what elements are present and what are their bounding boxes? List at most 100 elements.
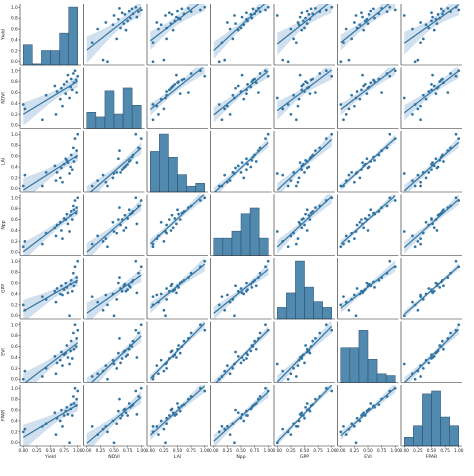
- scatter-point-NDVI-vs-GPP-15: [307, 85, 311, 89]
- scatter-point-Yield-vs-NDVI-13: [135, 15, 139, 19]
- regression-line-Npp-vs-Yield: [22, 209, 79, 253]
- regression-line-LAI-vs-EVI: [340, 137, 396, 188]
- scatter-point-Yield-vs-GPP-14: [275, 14, 279, 17]
- scatter-point-Yield-vs-GPP-3: [292, 37, 295, 41]
- scatter-point-EVI-vs-GPP-2: [294, 375, 298, 378]
- scatter-point-Yield-vs-Npp-8: [234, 22, 237, 25]
- scatter-point-FPAR-vs-NDVI-11: [117, 409, 120, 413]
- scatter-point-Yield-vs-GPP-9: [296, 21, 300, 24]
- hist-bar-NDVI-0: [86, 112, 97, 129]
- scatter-point-LAI-vs-Npp-6: [239, 171, 243, 174]
- scatter-point-FPAR-vs-LAI-15: [170, 407, 174, 411]
- scatter-point-LAI-vs-Yield-16: [69, 153, 73, 157]
- scatter-point-Npp-vs-NDVI-20: [139, 199, 143, 202]
- scatter-point-LAI-vs-NDVI-6: [119, 171, 122, 174]
- scatter-point-GPP-vs-NDVI-10: [126, 288, 129, 291]
- scatter-point-Yield-vs-NDVI-7: [111, 23, 115, 27]
- confidence-band-Yield-vs-EVI: [340, 4, 396, 51]
- scatter-point-FPAR-vs-EVI-7: [358, 419, 362, 423]
- scatter-point-EVI-vs-Npp-17: [245, 357, 248, 360]
- scatter-point-GPP-vs-FPAR-12: [438, 286, 442, 289]
- scatter-point-GPP-vs-LAI-13: [175, 291, 178, 295]
- hist-bar-NDVI-4: [122, 87, 133, 129]
- scatter-point-LAI-vs-EVI-16: [377, 153, 381, 157]
- scatter-point-FPAR-vs-Yield-1: [23, 427, 27, 431]
- hist-bar-GPP-5: [322, 307, 332, 320]
- scatter-point-GPP-vs-Npp-5: [228, 300, 232, 304]
- scatter-point-EVI-vs-FPAR-1: [416, 369, 420, 373]
- scatter-point-GPP-vs-FPAR-7: [424, 292, 428, 296]
- scatter-point-EVI-vs-FPAR-6: [427, 361, 431, 365]
- regression-line-EVI-vs-LAI: [149, 322, 206, 379]
- scatter-point-Npp-vs-LAI-15: [170, 213, 174, 217]
- scatter-point-LAI-vs-Npp-17: [245, 168, 248, 172]
- scatter-point-GPP-vs-NDVI-17: [120, 289, 124, 293]
- scatter-point-LAI-vs-GPP-16: [311, 153, 315, 157]
- scatter-point-GPP-vs-FPAR-11: [434, 281, 438, 285]
- scatter-point-Npp-vs-NDVI-14: [112, 230, 116, 233]
- scatter-point-Yield-vs-LAI-18: [189, 10, 193, 13]
- hist-bar-LAI-2: [168, 156, 178, 193]
- scatter-point-LAI-vs-NDVI-22: [118, 149, 121, 152]
- scatter-point-Yield-vs-Npp-14: [233, 14, 236, 17]
- y-tick-label: 0.2: [11, 366, 18, 372]
- scatter-point-GPP-vs-Npp-13: [240, 291, 244, 295]
- y-axis-label-GPP: GPP: [1, 284, 7, 293]
- scatter-point-NDVI-vs-Npp-8: [234, 86, 237, 90]
- scatter-point-LAI-vs-NDVI-13: [135, 161, 139, 164]
- regression-line-Yield-vs-LAI: [149, 4, 200, 42]
- scatter-point-FPAR-vs-GPP-14: [275, 441, 279, 445]
- scatter-point-Yield-vs-Npp-17: [245, 11, 248, 15]
- scatter-point-EVI-vs-Yield-3: [44, 366, 48, 370]
- scatter-point-EVI-vs-GPP-22: [314, 337, 317, 340]
- scatter-point-Npp-vs-NDVI-10: [126, 217, 129, 220]
- scatter-point-NDVI-vs-LAI-5: [157, 112, 160, 116]
- scatter-point-EVI-vs-GPP-3: [292, 366, 295, 370]
- scatter-point-Yield-vs-NDVI-12: [128, 16, 132, 20]
- scatter-point-EVI-vs-GPP-16: [311, 339, 315, 343]
- hist-bar-GPP-2: [295, 260, 305, 320]
- scatter-point-EVI-vs-LAI-17: [167, 357, 171, 360]
- y-tick-label: 0.0: [11, 123, 18, 129]
- scatter-point-EVI-vs-Npp-5: [228, 372, 232, 376]
- scatter-point-Yield-vs-EVI-12: [373, 16, 376, 20]
- scatter-point-GPP-vs-LAI-14: [164, 314, 167, 318]
- scatter-point-NDVI-vs-GPP-9: [296, 104, 300, 108]
- scatter-point-FPAR-vs-NDVI-18: [137, 395, 140, 398]
- scatter-point-EVI-vs-Yield-8: [60, 350, 63, 354]
- scatter-point-Yield-vs-LAI-2: [151, 41, 155, 45]
- y-axis-label-FPAR: FPAR: [1, 409, 7, 421]
- scatter-point-FPAR-vs-EVI-6: [355, 416, 359, 420]
- scatter-point-GPP-vs-Yield-1: [23, 308, 27, 312]
- scatter-point-NDVI-vs-GPP-0: [286, 103, 290, 106]
- scatter-point-NDVI-vs-EVI-4: [362, 84, 365, 88]
- scatter-point-Yield-vs-LAI-15: [170, 12, 174, 16]
- scatter-point-NDVI-vs-Yield-16: [69, 77, 73, 81]
- y-tick-label: 0.8: [11, 206, 18, 212]
- scatter-point-Npp-vs-FPAR-3: [421, 231, 425, 235]
- scatter-point-GPP-vs-Npp-20: [264, 265, 267, 269]
- scatter-point-NDVI-vs-FPAR-19: [442, 81, 445, 85]
- scatter-point-Yield-vs-GPP-13: [298, 15, 302, 19]
- scatter-point-FPAR-vs-EVI-9: [353, 425, 356, 428]
- scatter-point-NDVI-vs-GPP-4: [300, 84, 304, 88]
- scatter-point-LAI-vs-EVI-19: [369, 160, 373, 163]
- scatter-point-LAI-vs-Yield-13: [66, 161, 70, 164]
- y-tick-label: 1.0: [11, 132, 18, 138]
- scatter-point-GPP-vs-FPAR-22: [446, 276, 450, 279]
- scatter-point-FPAR-vs-Npp-4: [236, 411, 240, 415]
- scatter-point-EVI-vs-Npp-2: [220, 375, 224, 378]
- scatter-point-NDVI-vs-Npp-13: [240, 73, 244, 77]
- scatter-point-LAI-vs-FPAR-21: [439, 155, 443, 159]
- scatter-point-EVI-vs-GPP-7: [297, 358, 301, 362]
- scatter-point-Yield-vs-Npp-21: [251, 7, 255, 11]
- scatter-point-Npp-vs-LAI-1: [162, 239, 166, 243]
- y-tick-label: 0.8: [11, 16, 18, 22]
- scatter-point-LAI-vs-NDVI-5: [96, 179, 100, 182]
- scatter-point-EVI-vs-LAI-4: [171, 355, 175, 358]
- scatter-point-Yield-vs-NDVI-1: [101, 58, 105, 62]
- scatter-point-FPAR-vs-Npp-1: [223, 427, 227, 431]
- scatter-point-NDVI-vs-EVI-18: [385, 72, 389, 75]
- confidence-band-LAI-vs-Npp: [213, 137, 269, 192]
- y-tick-label: 0.0: [11, 59, 18, 65]
